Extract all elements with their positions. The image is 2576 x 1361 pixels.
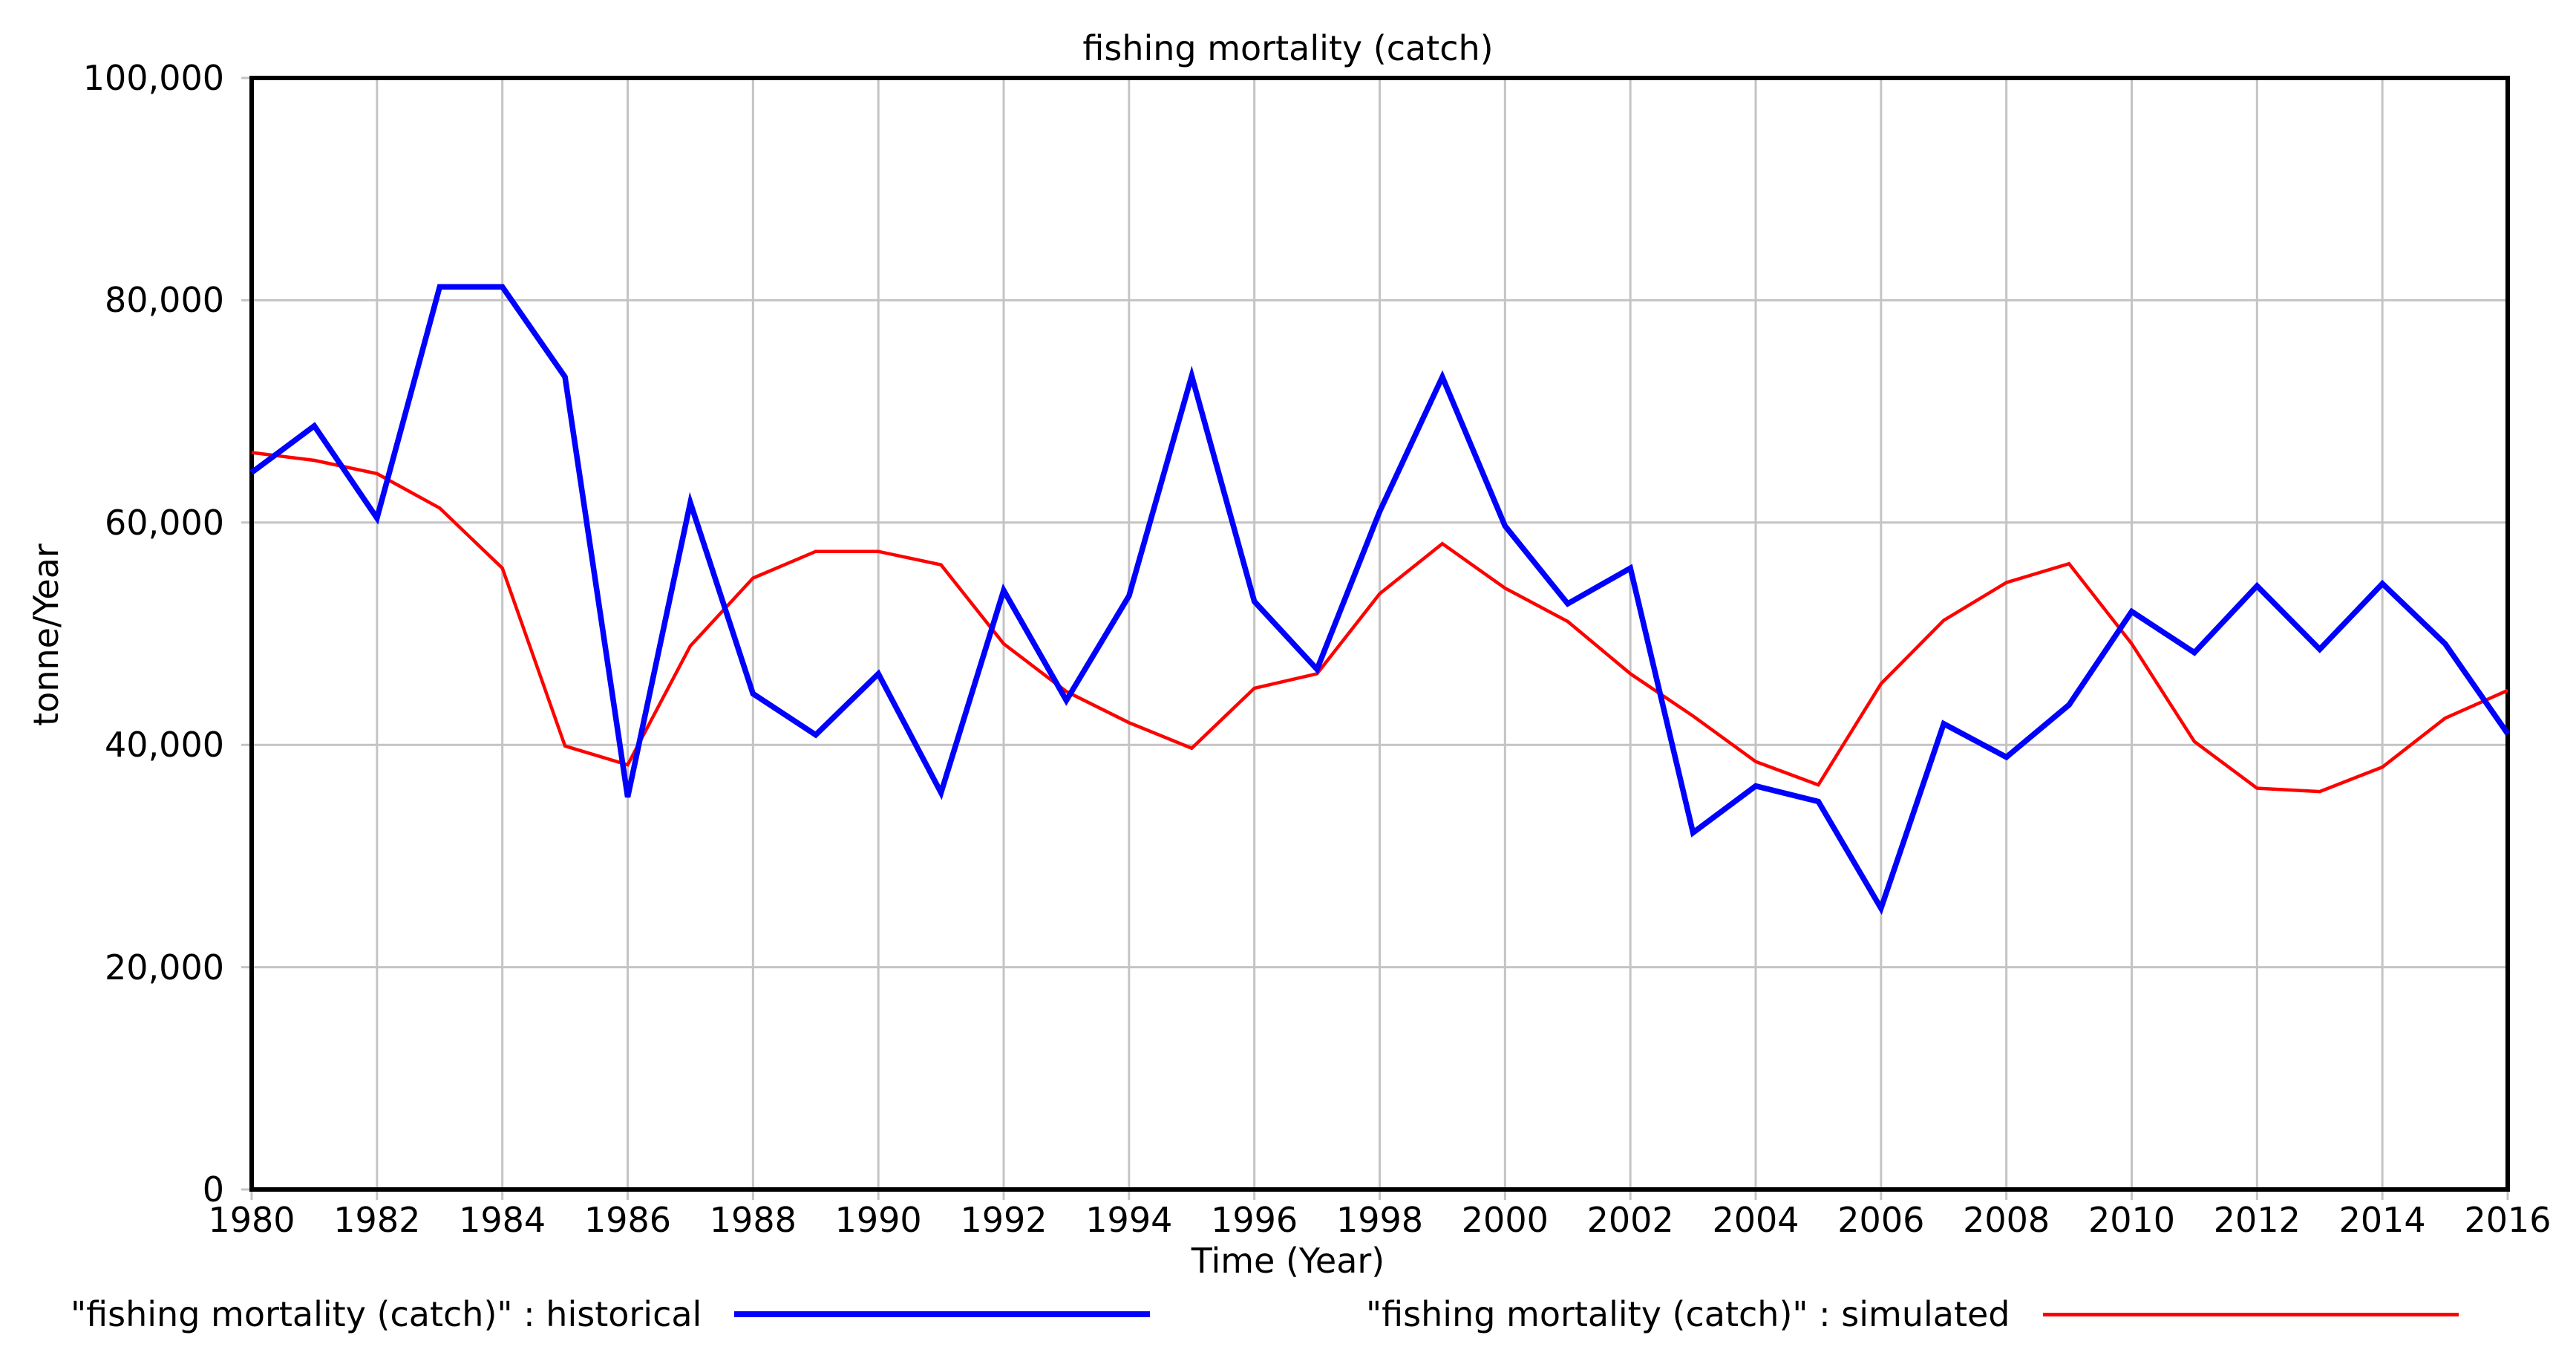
legend-label-simulated: "fishing mortality (catch)" : simulated — [1366, 1294, 2010, 1334]
x-tick-label: 2006 — [1837, 1200, 1925, 1240]
y-tick-label: 100,000 — [82, 58, 224, 98]
chart-title: fishing mortality (catch) — [1082, 28, 1494, 68]
y-tick-label: 80,000 — [105, 280, 224, 321]
x-tick-label: 1980 — [208, 1200, 295, 1240]
legend-entry-simulated: "fishing mortality (catch)" : simulated — [1366, 1293, 2459, 1335]
x-tick-label: 1988 — [709, 1200, 797, 1240]
x-tick-label: 2000 — [1461, 1200, 1549, 1240]
legend-entry-historical: "fishing mortality (catch)" : historical — [71, 1293, 1151, 1335]
x-tick-label: 1984 — [459, 1200, 546, 1240]
x-tick-label: 1994 — [1085, 1200, 1173, 1240]
legend-label-historical: "fishing mortality (catch)" : historical — [71, 1294, 702, 1334]
x-tick-label: 1982 — [333, 1200, 421, 1240]
x-tick-label: 1986 — [583, 1200, 672, 1240]
x-tick-label: 2012 — [2213, 1200, 2301, 1240]
y-tick-label: 60,000 — [105, 502, 224, 543]
x-tick-label: 2002 — [1586, 1200, 1674, 1240]
x-tick-label: 2010 — [2088, 1200, 2176, 1240]
legend: "fishing mortality (catch)" : historical… — [0, 1293, 2576, 1338]
x-axis-label: Time (Year) — [1191, 1241, 1385, 1281]
y-tick-label: 40,000 — [105, 725, 224, 766]
x-tick-label: 2004 — [1712, 1200, 1799, 1240]
x-tick-label: 1992 — [960, 1200, 1047, 1240]
x-tick-label: 1996 — [1211, 1200, 1298, 1240]
x-tick-label: 2014 — [2338, 1200, 2426, 1240]
y-tick-label: 0 — [202, 1169, 224, 1210]
x-tick-label: 2008 — [1963, 1200, 2050, 1240]
x-tick-label: 1998 — [1336, 1200, 1424, 1240]
x-tick-label: 1990 — [834, 1200, 922, 1240]
legend-line-sample-simulated — [2042, 1312, 2459, 1316]
x-tick-label: 2016 — [2464, 1200, 2552, 1240]
y-tick-label: 20,000 — [105, 947, 224, 988]
legend-line-sample-historical — [734, 1311, 1151, 1317]
